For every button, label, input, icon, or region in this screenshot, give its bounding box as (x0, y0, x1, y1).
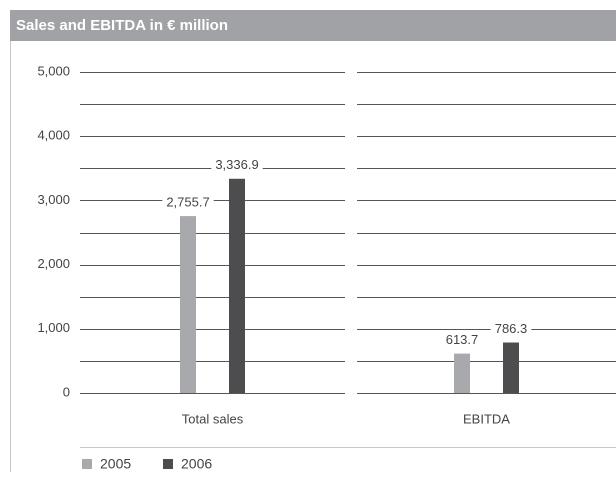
chart-title: Sales and EBITDA in € million (16, 17, 228, 34)
value-label: 3,336.9 (215, 157, 258, 172)
y-tick-label: 5,000 (37, 63, 70, 78)
y-tick-label: 4,000 (37, 128, 70, 143)
x-tick-label: EBITDA (463, 411, 510, 426)
legend-label: 2006 (181, 456, 212, 472)
y-tick-label: 1,000 (37, 320, 70, 335)
value-label: 613.7 (446, 332, 479, 347)
bar (454, 353, 470, 393)
y-tick-label: 2,000 (37, 256, 70, 271)
legend-swatch (82, 459, 92, 469)
value-label-bg (490, 320, 532, 336)
y-tick-label: 0 (63, 384, 70, 399)
legend-label: 2005 (100, 456, 131, 472)
bar (229, 178, 245, 393)
value-label-bg (441, 332, 483, 348)
bar (503, 342, 519, 393)
value-label: 2,755.7 (166, 195, 209, 210)
legend-swatch (163, 459, 173, 469)
title-bar (10, 10, 616, 41)
x-tick-label: Total sales (182, 411, 244, 426)
bar (180, 216, 196, 393)
value-label-bg (211, 157, 263, 173)
value-label-bg (162, 194, 214, 210)
y-tick-label: 3,000 (37, 192, 70, 207)
value-label: 786.3 (495, 321, 528, 336)
